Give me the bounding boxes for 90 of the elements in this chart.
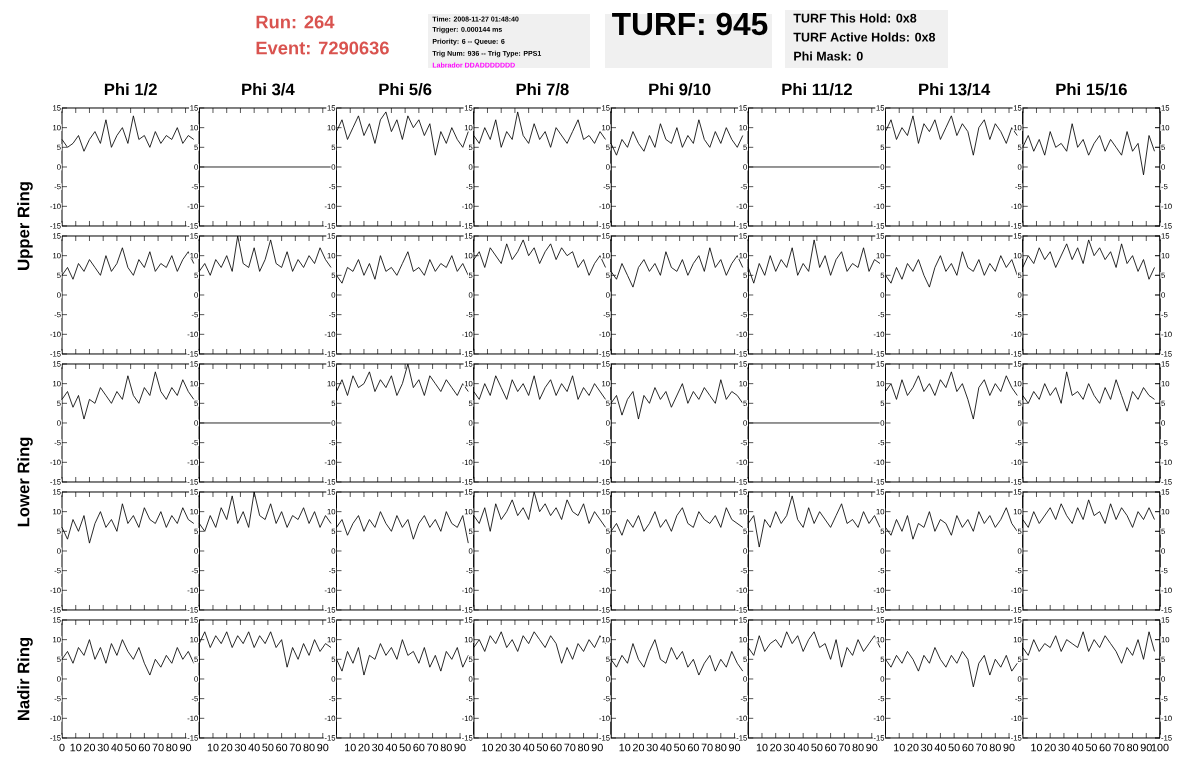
text: TURF Active Holds: 0x8	[793, 32, 936, 42]
x-tick-label: 70	[564, 743, 576, 752]
x-tick-label: 50	[125, 743, 137, 752]
x-tick-label: 90	[317, 743, 329, 752]
x-tick-label: 30	[921, 743, 933, 752]
x-tick-label: 40	[248, 743, 260, 752]
x-tick-label: 60	[825, 743, 837, 752]
x-tick-label: 50	[674, 743, 686, 752]
x-tick-label: 60	[687, 743, 699, 752]
x-tick-label: 90	[729, 743, 741, 752]
x-tick-label: 50	[811, 743, 823, 752]
x-tick-label: 30	[97, 743, 109, 752]
y-axis-title: Nadir Ring	[17, 637, 33, 720]
x-tick-label: 100	[1151, 743, 1169, 752]
x-tick-label: 30	[783, 743, 796, 752]
x-tick-label: 80	[715, 743, 727, 752]
x-tick-label: 60	[138, 743, 150, 752]
x-tick-label: 60	[276, 743, 288, 752]
x-tick-label: 70	[976, 743, 988, 752]
y-axis-title: Upper Ring	[17, 182, 33, 270]
x-tick-label: 10	[207, 743, 219, 752]
x-tick-label: 80	[852, 743, 864, 752]
x-tick-label: 20	[358, 743, 370, 752]
x-tick-label: 80	[989, 743, 1001, 752]
x-tick-label: 70	[152, 743, 164, 752]
x-tick-label: 20	[632, 743, 645, 752]
x-tick-label: 60	[413, 743, 425, 752]
x-tick-label: 70	[1113, 743, 1125, 752]
x-tick-label: 40	[1071, 743, 1084, 752]
x-tick-label: 70	[427, 743, 439, 752]
chart-title: Phi 9/10	[649, 83, 711, 96]
chart-title: Phi 11/12	[782, 83, 852, 96]
x-tick-label: 20	[907, 743, 919, 752]
x-tick-label: 90	[180, 743, 192, 752]
x-tick-label: 70	[289, 743, 301, 752]
x-tick-label: 50	[536, 743, 548, 752]
x-tick-label: 10	[1031, 743, 1043, 752]
y-axis-title: Lower Ring	[17, 437, 33, 527]
x-tick-label: 90	[591, 743, 603, 752]
x-tick-label: 80	[440, 743, 452, 752]
x-tick-label: 80	[166, 743, 178, 752]
x-tick-label: 70	[701, 743, 713, 752]
x-tick-label: 40	[385, 743, 397, 752]
x-tick-label: 30	[1058, 743, 1070, 752]
x-tick-label: 30	[372, 743, 384, 752]
text: Run: 264	[256, 15, 335, 29]
chart-title: Phi 3/4	[242, 83, 295, 96]
x-tick-label: 40	[660, 743, 672, 752]
x-tick-label: 80	[303, 743, 315, 752]
x-tick-label: 80	[578, 743, 590, 752]
chart-title: Phi 1/2	[104, 83, 157, 96]
x-tick-label: 10	[345, 743, 356, 752]
x-tick-label: 10	[619, 743, 631, 752]
x-tick-label: 60	[550, 743, 562, 752]
x-tick-label: 80	[1127, 743, 1139, 752]
x-tick-label: 20	[83, 743, 96, 752]
chart-title: Phi 5/6	[379, 83, 432, 96]
x-tick-label: 50	[1085, 743, 1097, 752]
x-tick-label: 50	[399, 743, 411, 752]
x-tick-label: 90	[866, 743, 878, 752]
x-tick-label: 90	[454, 743, 466, 752]
x-tick-label: 40	[797, 743, 809, 752]
chart-title: Phi 15/16	[1056, 83, 1127, 96]
x-tick-label: 60	[962, 743, 974, 752]
x-tick-label: 20	[495, 743, 507, 752]
x-tick-label: 10	[756, 743, 768, 752]
x-tick-label: 20	[1044, 743, 1056, 752]
x-tick-label: 40	[522, 743, 535, 752]
text: Phi Mask: 0	[794, 51, 863, 61]
x-tick-label: 90	[1003, 743, 1015, 752]
x-tick-label: 60	[1099, 743, 1111, 752]
x-tick-label: 70	[838, 743, 850, 752]
x-tick-label: 40	[111, 743, 123, 752]
x-tick-label: 50	[948, 743, 960, 752]
x-tick-label: 10	[894, 743, 905, 752]
x-tick-label: 30	[646, 743, 658, 752]
x-tick-label: 30	[509, 743, 521, 752]
x-tick-label: 10	[482, 743, 494, 752]
x-tick-label: 20	[221, 743, 233, 752]
x-tick-label: 20	[770, 743, 782, 752]
x-tick-label: 50	[262, 743, 274, 752]
x-tick-label: 90	[1140, 743, 1152, 752]
x-tick-label: 40	[934, 743, 946, 752]
chart-title: Phi 7/8	[516, 83, 569, 96]
text: TURF This Hold: 0x8	[793, 13, 917, 23]
text: Event: 7290636	[256, 41, 389, 55]
text: TURF: 945	[612, 12, 768, 36]
x-tick-label: 10	[70, 743, 82, 752]
chart-title: Phi 13/14	[919, 83, 991, 96]
x-tick-label: 30	[234, 743, 247, 752]
